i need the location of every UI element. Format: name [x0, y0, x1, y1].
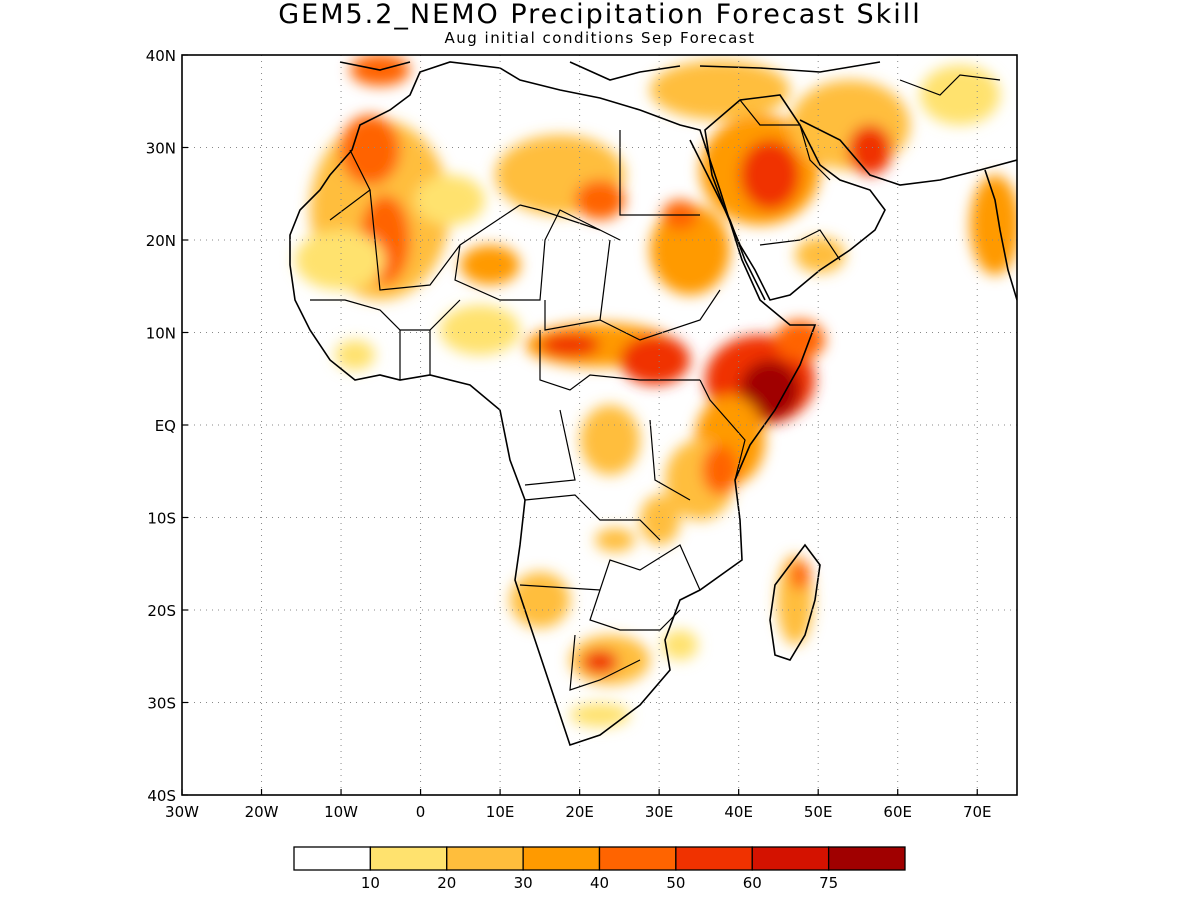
- colorbar-label: 10: [361, 874, 380, 892]
- colorbar-label: 20: [437, 874, 456, 892]
- lat-tick-label: 30N: [146, 140, 176, 158]
- lon-tick-label: 10E: [486, 803, 515, 821]
- lon-tick-label: 50E: [804, 803, 833, 821]
- lat-tick-label: 30S: [147, 695, 176, 713]
- lat-tick-label: 40S: [147, 787, 176, 805]
- lat-tick-label: EQ: [155, 417, 176, 435]
- coastlines: [289, 61, 1017, 747]
- colorbar-swatch: [827, 846, 906, 871]
- lat-tick-label: 10N: [146, 325, 176, 343]
- colorbar-swatch: [598, 846, 677, 871]
- lon-tick-label: 40E: [724, 803, 753, 821]
- colorbar-swatch: [675, 846, 753, 871]
- lat-tick-label: 20S: [147, 602, 176, 620]
- colorbar-label: 50: [666, 874, 685, 892]
- lat-tick-label: 20N: [146, 232, 176, 250]
- lon-tick-label: 60E: [883, 803, 912, 821]
- country-borders: [310, 74, 1001, 691]
- lat-tick-label: 10S: [147, 510, 176, 528]
- colorbar-swatch: [446, 846, 524, 871]
- colorbar-label: 60: [743, 874, 762, 892]
- lon-tick-label: 20E: [565, 803, 594, 821]
- colorbar-swatch: [522, 846, 601, 871]
- colorbar-label: 75: [819, 874, 838, 892]
- map-subtitle: Aug initial conditions Sep Forecast: [444, 29, 756, 47]
- colorbar: 10 20 30 40 50 60 75: [293, 846, 906, 892]
- lon-tick-label: 30E: [645, 803, 674, 821]
- colorbar-swatch: [751, 846, 830, 871]
- colorbar-swatch: [293, 846, 372, 871]
- axes: 30W 20W 10W 0 10E 20E 30E 40E 50E 60E 70E 40N 30N 20N…: [146, 47, 992, 821]
- lon-tick-label: 10W: [324, 803, 358, 821]
- lon-tick-label: 30W: [165, 803, 199, 821]
- colorbar-label: 40: [590, 874, 609, 892]
- map-title: GEM5.2_NEMO Precipitation Forecast Skill: [278, 0, 922, 30]
- colorbar-swatch: [369, 846, 448, 871]
- lon-tick-label: 20W: [245, 803, 279, 821]
- lon-tick-label: 0: [416, 803, 426, 821]
- lon-tick-label: 70E: [963, 803, 992, 821]
- skill-shading: [295, 55, 1017, 727]
- lat-tick-label: 40N: [146, 47, 176, 65]
- colorbar-label: 30: [514, 874, 533, 892]
